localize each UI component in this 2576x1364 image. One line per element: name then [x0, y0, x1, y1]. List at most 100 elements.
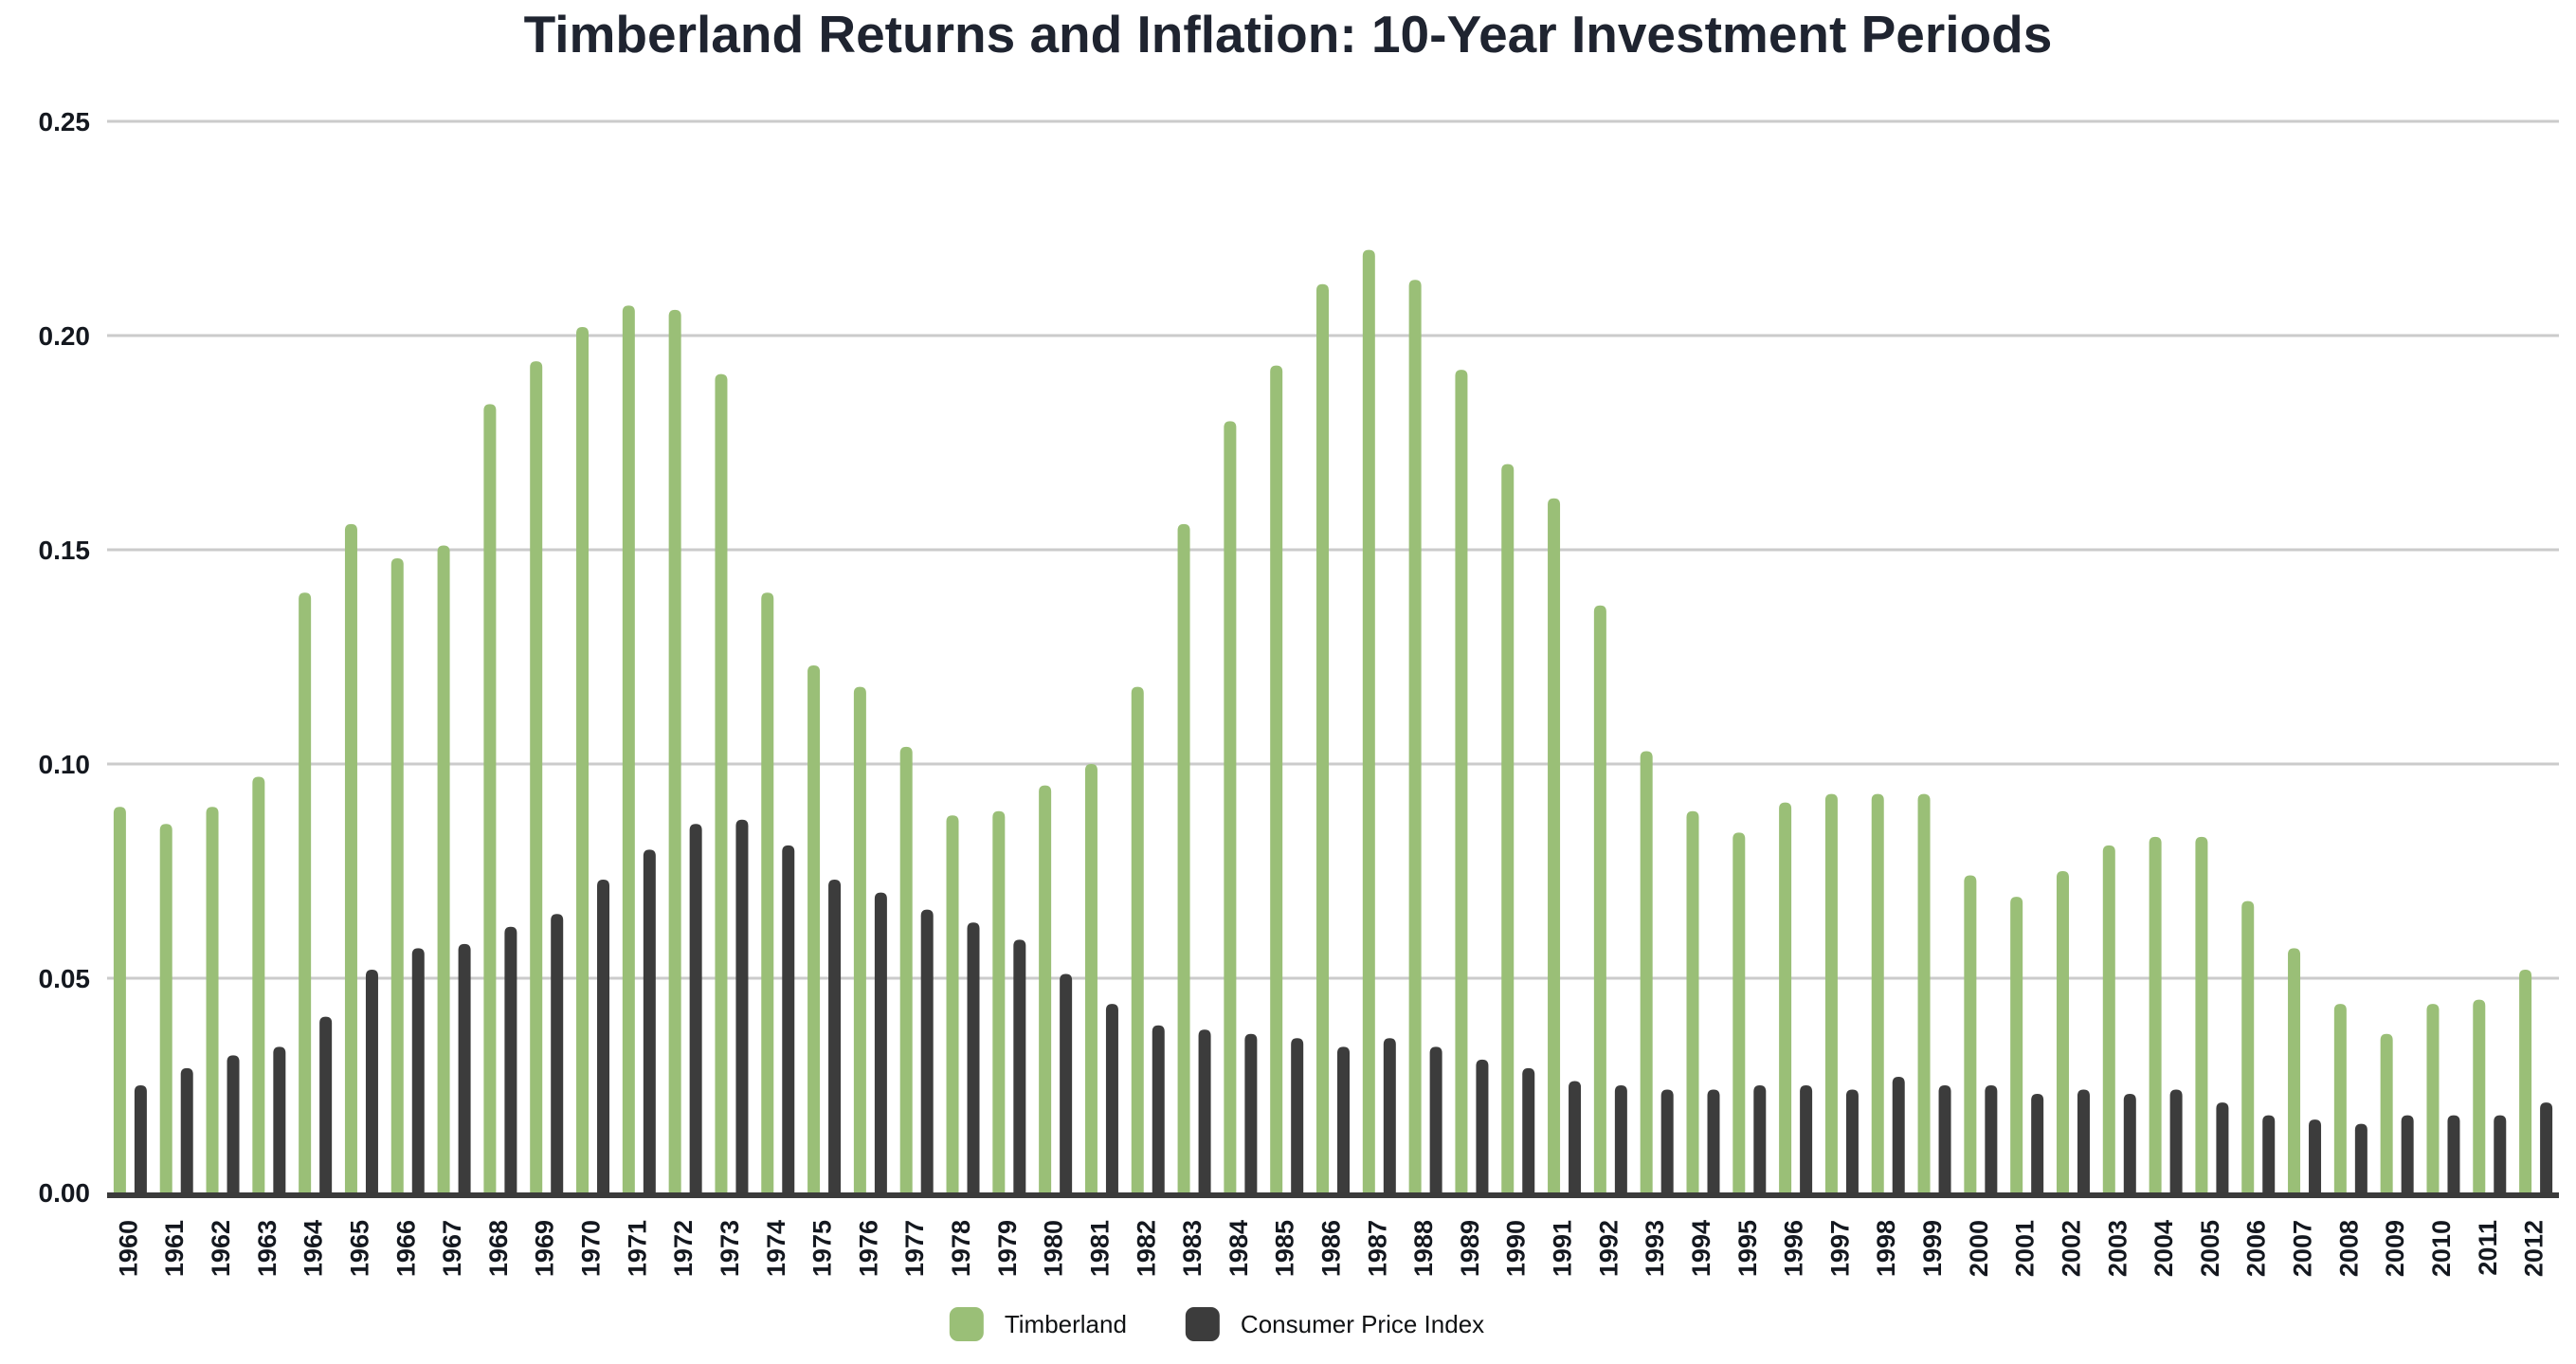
bar-consumer-price-index-1990	[1522, 1067, 1535, 1192]
bar-consumer-price-index-1991	[1569, 1081, 1582, 1192]
x-tick-label-2007: 2007	[2289, 1220, 2317, 1277]
x-tick-label-1969: 1969	[531, 1220, 559, 1277]
bar-consumer-price-index-2010	[2447, 1115, 2460, 1192]
bar-consumer-price-index-1965	[365, 969, 378, 1192]
x-tick-label-1964: 1964	[299, 1220, 328, 1277]
x-tick-label-1993: 1993	[1641, 1220, 1669, 1277]
bar-consumer-price-index-1960	[134, 1085, 147, 1192]
x-tick-label-1962: 1962	[207, 1220, 235, 1277]
bar-timberland-1983	[1177, 523, 1190, 1192]
x-tick-label-1998: 1998	[1872, 1220, 1900, 1277]
bar-consumer-price-index-2000	[1985, 1085, 1998, 1192]
bar-timberland-1980	[1039, 785, 1052, 1192]
bar-consumer-price-index-1974	[782, 845, 795, 1192]
x-tick-label-1966: 1966	[391, 1220, 420, 1277]
x-tick-label-1970: 1970	[577, 1220, 606, 1277]
x-tick-label-1987: 1987	[1363, 1220, 1391, 1277]
bar-timberland-2012	[2519, 969, 2532, 1192]
bar-consumer-price-index-1982	[1152, 1025, 1165, 1192]
bar-timberland-1963	[252, 776, 265, 1192]
bar-consumer-price-index-1970	[597, 880, 610, 1192]
bar-timberland-1972	[668, 309, 681, 1192]
bar-timberland-2007	[2288, 948, 2301, 1192]
bar-consumer-price-index-1977	[920, 909, 934, 1192]
bar-consumer-price-index-1995	[1753, 1085, 1767, 1192]
x-tick-label-2004: 2004	[2150, 1220, 2178, 1277]
timberland-swatch-icon	[949, 1307, 984, 1341]
bar-consumer-price-index-1980	[1060, 973, 1073, 1192]
bar-consumer-price-index-2009	[2401, 1115, 2414, 1192]
legend-label-timberland: Timberland	[1004, 1309, 1127, 1338]
bar-consumer-price-index-1981	[1105, 1004, 1118, 1192]
bar-timberland-1984	[1224, 421, 1237, 1192]
x-tick-label-1982: 1982	[1132, 1220, 1160, 1277]
x-tick-label-1999: 1999	[1918, 1220, 1947, 1277]
bar-consumer-price-index-2002	[2077, 1089, 2090, 1192]
x-tick-label-1963: 1963	[253, 1220, 281, 1277]
bar-consumer-price-index-1993	[1660, 1089, 1674, 1192]
x-tick-label-1968: 1968	[484, 1220, 513, 1277]
x-tick-label-1977: 1977	[900, 1220, 929, 1277]
bar-consumer-price-index-1999	[1938, 1085, 1951, 1192]
bar-timberland-2003	[2102, 845, 2115, 1192]
bar-consumer-price-index-1985	[1291, 1038, 1304, 1192]
bar-timberland-1967	[437, 545, 450, 1192]
bar-consumer-price-index-1969	[551, 914, 564, 1192]
x-tick-label-1960: 1960	[114, 1220, 142, 1277]
bar-timberland-1993	[1640, 751, 1653, 1192]
bar-consumer-price-index-1972	[689, 824, 702, 1192]
bar-consumer-price-index-1963	[273, 1046, 286, 1192]
legend-item-timberland: Timberland	[949, 1307, 1127, 1341]
bar-consumer-price-index-1987	[1383, 1038, 1396, 1192]
x-tick-label-1991: 1991	[1549, 1220, 1577, 1277]
bar-timberland-1992	[1593, 605, 1606, 1192]
bar-timberland-1976	[853, 686, 866, 1192]
bar-timberland-1964	[299, 592, 312, 1192]
bar-timberland-1985	[1270, 365, 1283, 1192]
bar-consumer-price-index-2011	[2494, 1115, 2507, 1192]
bar-consumer-price-index-2003	[2123, 1094, 2136, 1192]
y-tick-label-0.20: 0.20	[39, 321, 91, 351]
bar-timberland-2011	[2473, 999, 2486, 1192]
bar-consumer-price-index-1994	[1707, 1089, 1720, 1192]
bar-timberland-1981	[1084, 764, 1098, 1192]
bar-timberland-2002	[2056, 871, 2069, 1192]
bar-consumer-price-index-1998	[1892, 1076, 1905, 1192]
bar-timberland-1989	[1455, 370, 1468, 1192]
bar-timberland-1994	[1686, 810, 1699, 1192]
bar-consumer-price-index-1986	[1337, 1046, 1350, 1192]
x-tick-label-1995: 1995	[1733, 1220, 1762, 1277]
bar-timberland-2006	[2241, 900, 2255, 1192]
bar-timberland-1965	[344, 523, 357, 1192]
bar-timberland-1991	[1548, 498, 1561, 1192]
bar-timberland-1973	[715, 373, 728, 1192]
x-tick-label-1980: 1980	[1040, 1220, 1068, 1277]
bar-timberland-1990	[1501, 464, 1515, 1193]
bar-consumer-price-index-2006	[2262, 1115, 2276, 1192]
bar-timberland-2010	[2426, 1004, 2440, 1192]
bar-timberland-1999	[1917, 793, 1931, 1192]
x-tick-label-1978: 1978	[947, 1220, 975, 1277]
bar-consumer-price-index-1997	[1845, 1089, 1859, 1192]
x-tick-label-1967: 1967	[438, 1220, 466, 1277]
bar-timberland-1968	[483, 404, 497, 1192]
bar-timberland-1977	[899, 746, 913, 1192]
bar-consumer-price-index-1978	[967, 922, 980, 1192]
x-tick-label-2008: 2008	[2334, 1220, 2363, 1277]
bar-consumer-price-index-1964	[319, 1016, 333, 1192]
bar-timberland-2000	[1964, 875, 1977, 1192]
bar-timberland-1997	[1824, 793, 1838, 1192]
x-tick-label-2001: 2001	[2011, 1220, 2040, 1277]
bar-consumer-price-index-1988	[1429, 1046, 1442, 1192]
bar-consumer-price-index-2004	[2169, 1089, 2183, 1192]
cpi-swatch-icon	[1185, 1307, 1220, 1341]
chart-legend: Timberland Consumer Price Index	[949, 1307, 1484, 1341]
x-tick-label-1983: 1983	[1178, 1220, 1206, 1277]
x-tick-label-2002: 2002	[2057, 1220, 2085, 1277]
bar-timberland-1987	[1362, 249, 1375, 1193]
x-tick-label-2005: 2005	[2196, 1220, 2224, 1277]
bar-consumer-price-index-1968	[504, 926, 517, 1192]
legend-item-cpi: Consumer Price Index	[1185, 1307, 1484, 1341]
x-tick-label-1976: 1976	[854, 1220, 882, 1277]
